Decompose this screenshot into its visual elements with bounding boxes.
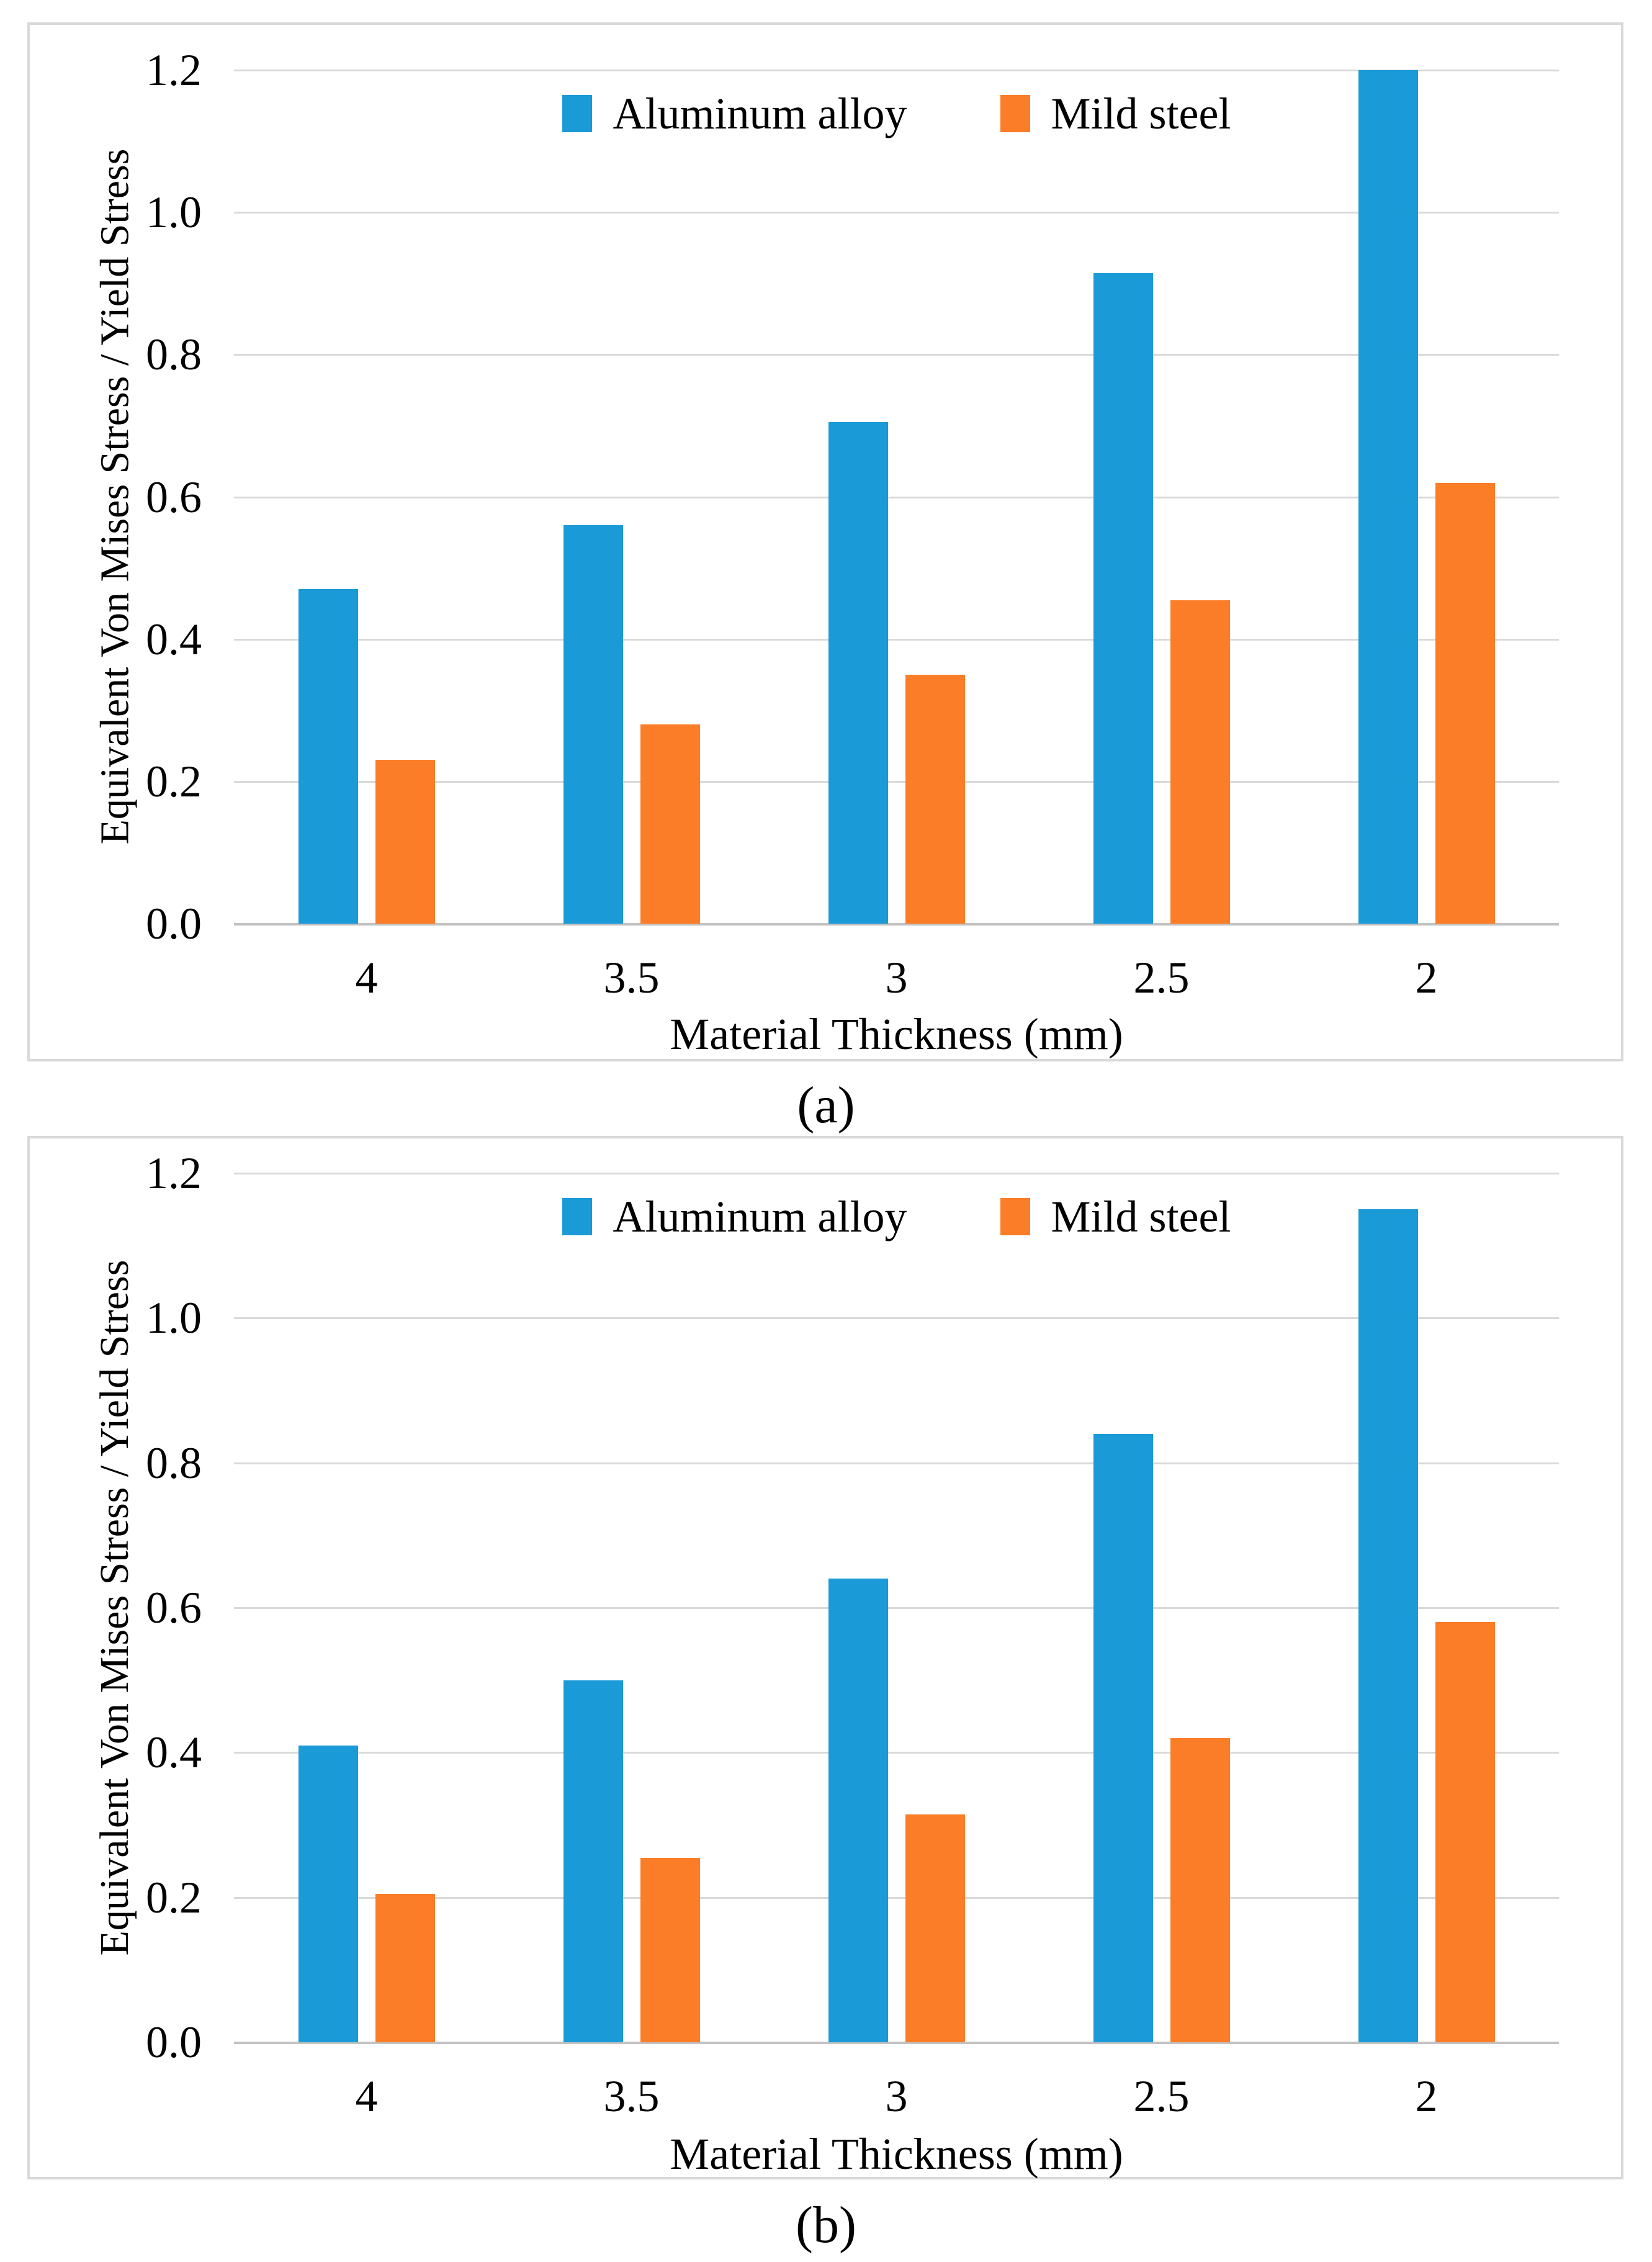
chart-a-gridline-1.2 xyxy=(234,70,1559,71)
chart-a-gridline-0.6 xyxy=(234,496,1559,498)
chart-b-gridline-0.6 xyxy=(234,1607,1559,1609)
chart-b-legend: Aluminum alloy Mild steel xyxy=(234,1194,1559,1239)
chart-b-x-tick-label: 2.5 xyxy=(1133,2071,1190,2121)
chart-b-plot-area xyxy=(234,1173,1559,2044)
chart-a-gridline-0.4 xyxy=(234,638,1559,641)
chart-b-x-tick-label: 3 xyxy=(885,2071,908,2121)
chart-a-frame xyxy=(27,22,1623,1061)
chart-b-caption: (b) xyxy=(796,2196,856,2254)
chart-a-x-tick-label: 2.5 xyxy=(1133,953,1190,1003)
chart-a-bar-aluminum-alloy-3.5 xyxy=(563,525,623,924)
chart-b-gridline-1.0 xyxy=(234,1317,1559,1320)
chart-b-bar-mild-steel-3 xyxy=(905,1814,965,2042)
chart-b-gridline-1.2 xyxy=(234,1173,1559,1174)
chart-b-y-tick-label: 0.2 xyxy=(146,1872,202,1922)
chart-b-gridline-0.2 xyxy=(234,1896,1559,1899)
chart-a-bar-mild-steel-2.5 xyxy=(1170,600,1230,924)
legend-item-mild-steel: Mild steel xyxy=(1000,1194,1231,1239)
chart-b-bar-aluminum-alloy-4 xyxy=(298,1745,358,2042)
chart-b-frame xyxy=(27,1136,1623,2179)
chart-a-plot-area xyxy=(234,70,1559,926)
chart-a-legend: Aluminum alloy Mild steel xyxy=(234,91,1559,136)
chart-a-caption: (a) xyxy=(797,1076,855,1134)
chart-a-x-tick-label: 3 xyxy=(885,953,908,1003)
chart-b-x-tick-label: 4 xyxy=(355,2071,378,2121)
chart-a-y-tick-label: 0.6 xyxy=(146,472,202,522)
chart-a-x-tick-label: 3.5 xyxy=(603,953,660,1003)
chart-a-gridline-0.0 xyxy=(234,923,1559,926)
chart-b-bar-mild-steel-2 xyxy=(1435,1622,1495,2042)
chart-b-x-axis-title: Material Thickness (mm) xyxy=(670,2129,1123,2179)
legend-item-aluminum-alloy: Aluminum alloy xyxy=(562,91,907,136)
chart-b-y-tick-label: 0.0 xyxy=(146,2017,202,2067)
chart-a-bar-mild-steel-2 xyxy=(1435,482,1495,924)
legend-item-mild-steel: Mild steel xyxy=(1000,91,1231,136)
chart-a-y-tick-label: 0.0 xyxy=(146,899,202,949)
chart-b-x-tick-label: 2 xyxy=(1415,2071,1438,2121)
legend-label: Mild steel xyxy=(1051,1192,1231,1241)
chart-a-x-tick-label: 4 xyxy=(355,953,378,1003)
chart-a-bar-aluminum-alloy-2.5 xyxy=(1093,273,1153,924)
chart-a-bar-aluminum-alloy-2 xyxy=(1358,70,1418,924)
chart-b-x-tick-label: 3.5 xyxy=(603,2071,660,2121)
chart-a-bar-aluminum-alloy-3 xyxy=(828,422,888,924)
legend-swatch-icon xyxy=(562,95,592,132)
chart-a-y-tick-label: 0.8 xyxy=(146,330,202,380)
chart-a-gridline-1.0 xyxy=(234,212,1559,214)
chart-b-bar-mild-steel-2.5 xyxy=(1170,1738,1230,2042)
chart-b-gridline-0.0 xyxy=(234,2042,1559,2044)
chart-b-y-tick-label: 1.2 xyxy=(146,1148,202,1198)
chart-b-bar-aluminum-alloy-2.5 xyxy=(1093,1434,1153,2042)
chart-a-x-axis-title: Material Thickness (mm) xyxy=(670,1009,1123,1059)
chart-a-gridline-0.2 xyxy=(234,780,1559,783)
chart-b-bar-mild-steel-3.5 xyxy=(640,1857,700,2042)
chart-b-y-tick-label: 0.6 xyxy=(146,1583,202,1633)
chart-a-y-tick-label: 0.4 xyxy=(146,614,202,664)
chart-a-bar-mild-steel-4 xyxy=(375,760,435,924)
chart-a-y-tick-label: 1.2 xyxy=(146,45,202,95)
chart-b-y-tick-label: 0.8 xyxy=(146,1438,202,1488)
chart-a-bar-aluminum-alloy-4 xyxy=(298,589,358,924)
chart-a-gridline-0.8 xyxy=(234,354,1559,356)
legend-swatch-icon xyxy=(1000,95,1030,132)
chart-b-bar-aluminum-alloy-3 xyxy=(828,1579,888,2042)
chart-b-bar-aluminum-alloy-3.5 xyxy=(563,1680,623,2042)
legend-label: Aluminum alloy xyxy=(613,1192,907,1241)
chart-b-y-tick-label: 1.0 xyxy=(146,1293,202,1343)
chart-a-bar-mild-steel-3.5 xyxy=(640,724,700,924)
chart-a-bar-mild-steel-3 xyxy=(905,674,965,924)
chart-b-gridline-0.8 xyxy=(234,1462,1559,1464)
chart-b-gridline-0.4 xyxy=(234,1752,1559,1754)
chart-b-y-tick-label: 0.4 xyxy=(146,1728,202,1778)
legend-item-aluminum-alloy: Aluminum alloy xyxy=(562,1194,907,1239)
chart-a-x-tick-label: 2 xyxy=(1415,953,1438,1003)
legend-swatch-icon xyxy=(562,1198,592,1235)
legend-swatch-icon xyxy=(1000,1198,1030,1235)
chart-b-bar-mild-steel-4 xyxy=(375,1893,435,2042)
chart-a-y-tick-label: 0.2 xyxy=(146,756,202,806)
legend-label: Mild steel xyxy=(1051,89,1231,138)
chart-a-y-tick-label: 1.0 xyxy=(146,187,202,238)
chart-b-bar-aluminum-alloy-2 xyxy=(1358,1209,1418,2042)
legend-label: Aluminum alloy xyxy=(613,89,907,138)
